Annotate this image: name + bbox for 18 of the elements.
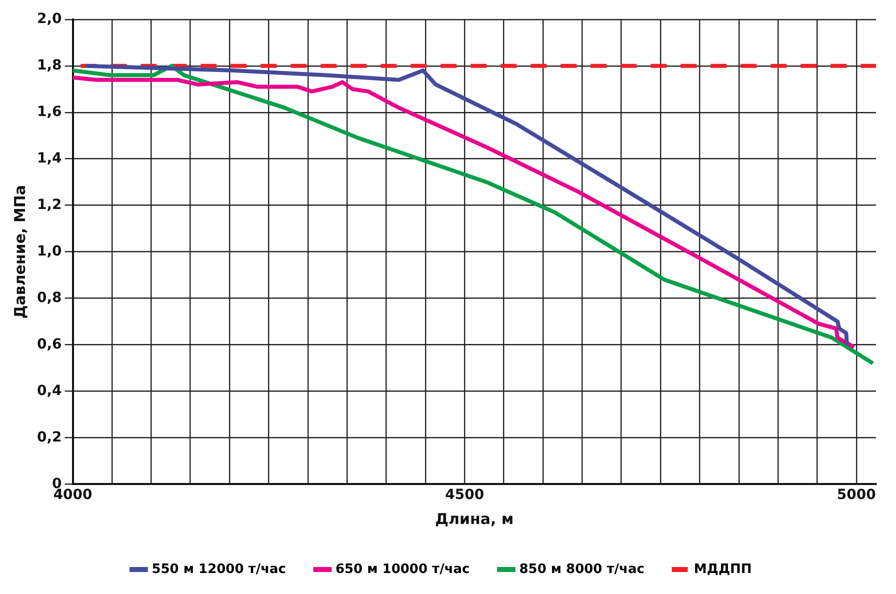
y-tick-label: 2,0 [36,11,62,28]
y-tick-label: 1,2 [36,196,62,213]
y-tick-label: 0,4 [36,382,62,399]
y-axis-title: Давление, МПа [10,184,29,319]
y-tick-label: 1,0 [36,243,62,260]
y-tick-label: 0,8 [36,290,62,306]
y-tick-label: 0,6 [36,336,62,352]
legend-label: 850 м 8000 т/час [519,562,644,577]
y-tick-label: 1,4 [36,150,62,166]
legend-label: 550 м 12000 т/час [152,562,286,577]
x-tick-label: 4500 [445,487,484,504]
y-tick-label: 1,6 [36,104,62,120]
legend-label: 650 м 10000 т/час [335,562,470,577]
legend-label: МДДПП [694,562,752,577]
y-tick-label: 1,8 [36,58,62,74]
x-axis-title: Длина, м [435,510,514,528]
y-tick-label: 0,2 [36,429,62,446]
x-tick-label: 5000 [836,487,876,504]
